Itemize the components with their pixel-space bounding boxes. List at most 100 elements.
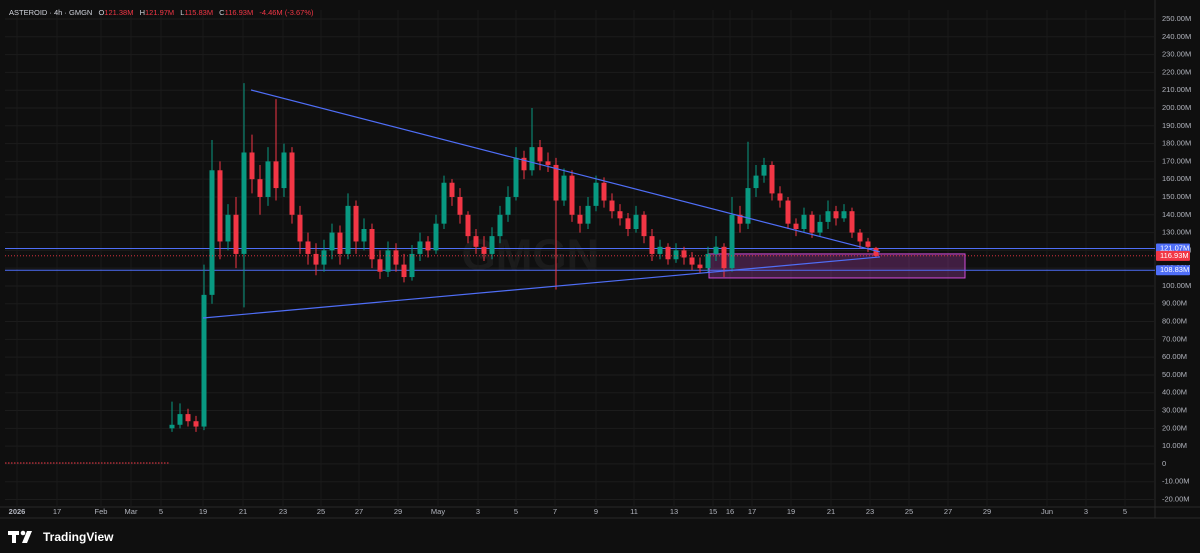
x-tick-label: 9 [594,507,598,516]
x-tick-label: 25 [317,507,325,516]
candle-body [265,161,271,197]
candle-body [665,246,671,260]
x-tick-label: 21 [239,507,247,516]
x-tick-label: 23 [866,507,874,516]
y-tick-label: 150.00M [1162,192,1191,201]
candle-body [529,147,535,171]
y-tick-label: 0 [1162,459,1166,468]
candle-body [417,241,423,254]
candle-body [801,214,807,230]
candle-body [393,250,399,265]
symbol-title: ASTEROID · 4h · GMGN [9,8,93,17]
candle-body [241,152,247,254]
candle-body [441,182,447,224]
candle-body [745,188,751,224]
candle-body [649,236,655,254]
x-tick-label: 21 [827,507,835,516]
x-tick-label: 17 [53,507,61,516]
y-tick-label: 160.00M [1162,174,1191,183]
y-tick-label: 20.00M [1162,423,1187,432]
candle-body [289,152,295,215]
ohlc-value: 116.93M [224,8,254,17]
candle-body [753,175,759,189]
candle-body [345,205,351,254]
candle-body [329,232,335,251]
price-box [1156,265,1190,276]
y-tick-label: 240.00M [1162,32,1191,41]
brand: TradingView [43,530,114,544]
x-tick-label: 19 [787,507,795,516]
candle-body [233,214,239,254]
x-tick-label: Jun [1041,507,1053,516]
trendline [202,256,881,319]
x-tick-label: 11 [630,507,638,516]
candle-body [737,214,743,224]
x-tick-label: 7 [553,507,557,516]
x-tick-label: Feb [95,507,108,516]
y-tick-label: 190.00M [1162,121,1191,130]
candle-body [761,164,767,176]
x-tick-label: 2026 [9,507,26,516]
price-box [1156,250,1190,261]
ohlc-value: 121.97M [144,8,175,17]
ohlc-key: L [180,8,185,17]
footer[interactable]: TradingView [8,529,113,545]
candle-body [505,196,511,215]
x-tick-label: 27 [944,507,952,516]
x-tick-label: Mar [125,507,138,516]
x-tick-label: 5 [159,507,163,516]
ohlc-key: O [98,8,105,17]
candle-body [841,211,847,219]
price-box-label: 121.07M [1160,243,1189,252]
candle-body [617,211,623,219]
candle-body [769,164,775,194]
candle-body [433,223,439,251]
y-tick-label: 230.00M [1162,50,1191,59]
candle-body [457,196,463,215]
candle-body [369,229,375,260]
candle-body [713,246,719,254]
candle-body [337,232,343,254]
candle-body [681,250,687,258]
candle-body [857,232,863,242]
candle-body [521,157,527,171]
y-tick-label: 170.00M [1162,156,1191,165]
candle-body [281,152,287,189]
x-tick-label: 19 [199,507,207,516]
trendline [250,89,881,253]
candle-body [465,214,471,237]
candle-body [209,170,215,295]
price-box-label: 116.93M [1160,251,1189,260]
zone [708,253,966,279]
candle-body [169,424,175,429]
candle-body [377,259,383,272]
x-tick-label: 3 [1084,507,1088,516]
candle-body [497,214,503,237]
candle-body [449,182,455,197]
candle-body [577,214,583,224]
candle-body [385,250,391,272]
candle-body [833,211,839,219]
candle-body [225,214,231,242]
y-tick-label: -20.00M [1162,495,1190,504]
candle-body [873,247,879,256]
candle-body [217,170,223,242]
candle-body [865,241,871,247]
y-tick-label: 220.00M [1162,67,1191,76]
ohlc-value: 115.83M [184,8,214,17]
x-tick-label: 29 [983,507,991,516]
candle-body [705,253,711,269]
candle-body [593,182,599,206]
price-box-label: 108.83M [1160,265,1189,274]
candle-body [689,257,695,265]
candle-body [361,229,367,242]
logo-icon [8,530,32,543]
x-tick-label: 5 [514,507,518,516]
candle-body [177,414,183,425]
y-tick-label: 130.00M [1162,228,1191,237]
ohlc-key: H [139,8,145,17]
y-tick-label: 140.00M [1162,210,1191,219]
candle-body [561,175,567,201]
